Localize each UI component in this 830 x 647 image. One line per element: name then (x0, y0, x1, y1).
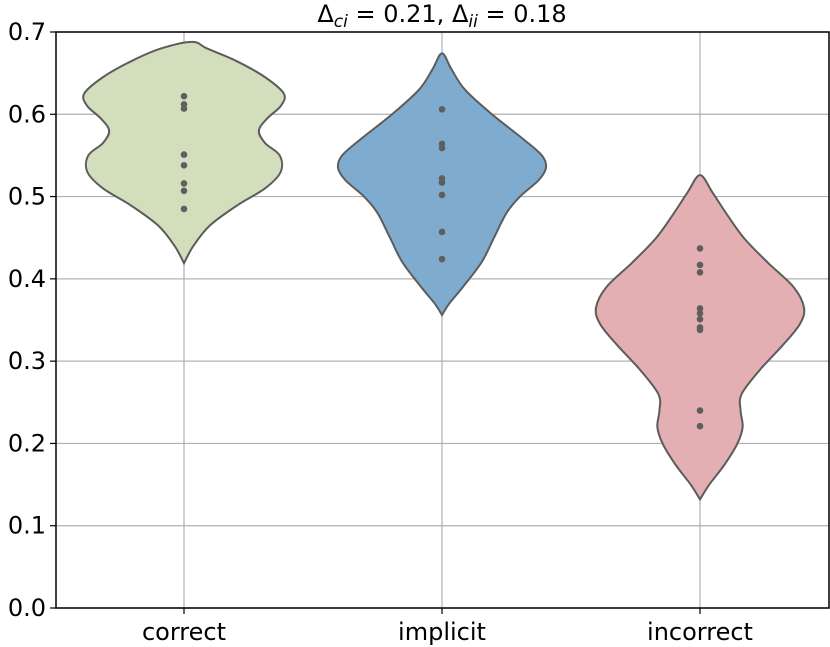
y-tick-label: 0.0 (8, 594, 46, 622)
data-point-incorrect (696, 245, 704, 252)
data-point-implicit (438, 179, 446, 186)
data-point-incorrect (696, 315, 704, 323)
violin-incorrect (594, 174, 806, 502)
x-tick-label-correct: correct (142, 618, 226, 646)
y-tick-label: 0.6 (8, 100, 46, 128)
data-point-correct (180, 180, 188, 187)
data-point-correct (180, 151, 188, 158)
data-points (180, 92, 704, 430)
data-point-correct (180, 92, 188, 100)
y-tick-label: 0.3 (8, 347, 46, 375)
data-point-implicit (438, 106, 446, 113)
data-point-incorrect (696, 305, 704, 312)
data-point-incorrect (696, 407, 704, 414)
x-axis-ticks: correct implicit incorrect (142, 608, 753, 646)
data-point-incorrect (696, 422, 704, 430)
data-point-correct (180, 187, 188, 195)
y-tick-label: 0.1 (8, 512, 46, 540)
data-point-implicit (438, 255, 446, 263)
data-point-incorrect (696, 261, 704, 269)
data-point-correct (180, 162, 188, 169)
y-tick-label: 0.4 (8, 265, 46, 293)
data-point-incorrect (696, 326, 704, 334)
y-tick-label: 0.5 (8, 183, 46, 211)
data-point-incorrect (696, 310, 704, 317)
y-tick-label: 0.2 (8, 429, 46, 457)
data-point-correct (180, 105, 188, 112)
y-tick-label: 0.7 (8, 18, 46, 46)
data-point-implicit (438, 191, 446, 199)
x-tick-label-incorrect: incorrect (647, 618, 753, 646)
chart-title: Δci = 0.21, Δii = 0.18 (317, 0, 566, 32)
data-point-correct (180, 205, 188, 213)
y-axis-ticks: 0.0 0.1 0.2 0.3 0.4 0.5 0.6 0.7 (8, 18, 56, 622)
data-point-incorrect (696, 268, 704, 276)
data-point-implicit (438, 228, 446, 236)
x-tick-label-implicit: implicit (398, 618, 486, 646)
data-point-implicit (438, 144, 446, 152)
